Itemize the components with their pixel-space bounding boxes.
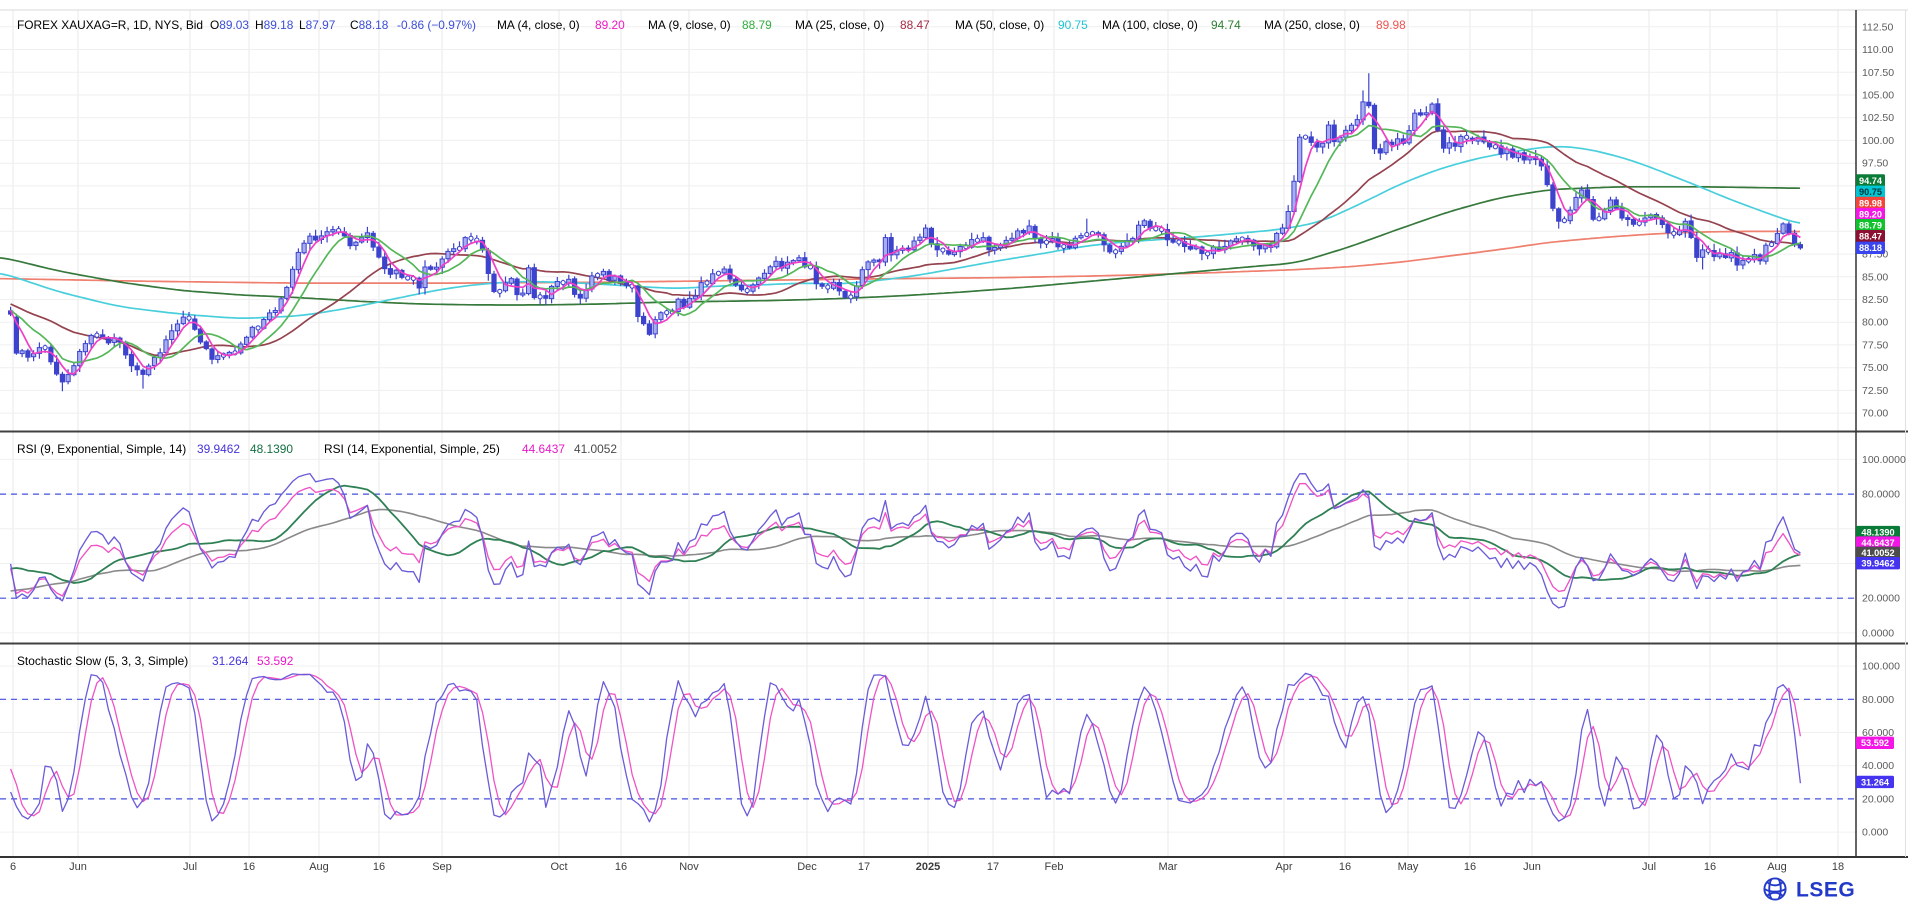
svg-text:MA (50, close, 0): MA (50, close, 0) [955, 18, 1044, 32]
svg-text:MA (100, close, 0): MA (100, close, 0) [1102, 18, 1198, 32]
svg-text:Oct: Oct [550, 861, 567, 873]
svg-text:53.592: 53.592 [1861, 738, 1889, 748]
svg-text:89.98: 89.98 [1376, 18, 1406, 32]
svg-text:90.75: 90.75 [1859, 187, 1882, 197]
svg-text:O89.03: O89.03 [210, 18, 249, 32]
svg-text:85.00: 85.00 [1862, 271, 1888, 283]
svg-text:17: 17 [987, 861, 999, 873]
svg-text:77.50: 77.50 [1862, 339, 1888, 351]
svg-text:0.000: 0.000 [1862, 827, 1888, 839]
svg-text:105.00: 105.00 [1862, 90, 1894, 102]
svg-text:53.592: 53.592 [257, 654, 294, 668]
svg-text:72.50: 72.50 [1862, 385, 1888, 397]
svg-text:18: 18 [1832, 861, 1844, 873]
svg-text:94.74: 94.74 [1859, 176, 1883, 186]
svg-text:31.264: 31.264 [1861, 777, 1890, 787]
svg-text:48.1390: 48.1390 [1861, 528, 1894, 538]
svg-text:107.50: 107.50 [1862, 67, 1894, 79]
svg-text:39.9462: 39.9462 [197, 442, 240, 456]
svg-text:94.74: 94.74 [1211, 18, 1241, 32]
svg-text:40.000: 40.000 [1862, 760, 1894, 772]
svg-text:16: 16 [1339, 861, 1351, 873]
svg-text:Stochastic Slow (5, 3, 3, Simp: Stochastic Slow (5, 3, 3, Simple) [17, 654, 188, 668]
svg-text:20.000: 20.000 [1862, 793, 1894, 805]
svg-text:60.000: 60.000 [1862, 727, 1894, 739]
svg-text:Jun: Jun [1523, 861, 1541, 873]
svg-text:Sep: Sep [432, 861, 452, 873]
svg-text:MA (9, close, 0): MA (9, close, 0) [648, 18, 731, 32]
svg-text:16: 16 [615, 861, 627, 873]
svg-text:L87.97: L87.97 [299, 18, 336, 32]
svg-text:Jul: Jul [183, 861, 197, 873]
svg-text:88.18: 88.18 [1859, 243, 1882, 253]
svg-text:75.00: 75.00 [1862, 362, 1888, 374]
svg-text:Feb: Feb [1045, 861, 1064, 873]
svg-text:Aug: Aug [309, 861, 329, 873]
svg-text:112.50: 112.50 [1862, 21, 1893, 33]
svg-text:31.264: 31.264 [212, 654, 249, 668]
svg-text:80.00: 80.00 [1862, 317, 1888, 329]
svg-text:H89.18: H89.18 [255, 18, 294, 32]
svg-text:Dec: Dec [797, 861, 817, 873]
svg-text:100.00: 100.00 [1862, 135, 1894, 147]
svg-text:16: 16 [373, 861, 385, 873]
svg-text:89.98: 89.98 [1859, 198, 1882, 208]
svg-text:89.20: 89.20 [1859, 210, 1882, 220]
svg-text:17: 17 [858, 861, 870, 873]
svg-text:MA (4, close, 0): MA (4, close, 0) [497, 18, 580, 32]
svg-text:110.00: 110.00 [1862, 44, 1893, 56]
svg-text:Jun: Jun [69, 861, 87, 873]
svg-text:RSI (14, Exponential, Simple,: RSI (14, Exponential, Simple, 25) [324, 442, 500, 456]
svg-text:88.47: 88.47 [900, 18, 930, 32]
svg-text:Apr: Apr [1275, 861, 1292, 873]
svg-text:MA (250, close, 0): MA (250, close, 0) [1264, 18, 1360, 32]
svg-text:41.0052: 41.0052 [574, 442, 617, 456]
svg-text:LSEG: LSEG [1796, 879, 1855, 902]
svg-text:89.20: 89.20 [595, 18, 625, 32]
svg-text:80.0000: 80.0000 [1862, 489, 1900, 501]
svg-text:RSI (9, Exponential, Simple, 1: RSI (9, Exponential, Simple, 14) [17, 442, 186, 456]
svg-text:70.00: 70.00 [1862, 408, 1888, 420]
svg-text:FOREX XAUXAG=R, 1D, NYS, Bid: FOREX XAUXAG=R, 1D, NYS, Bid [17, 18, 203, 32]
svg-text:97.50: 97.50 [1862, 158, 1888, 170]
svg-text:88.79: 88.79 [742, 18, 772, 32]
svg-text:Aug: Aug [1767, 861, 1787, 873]
svg-text:90.75: 90.75 [1058, 18, 1088, 32]
svg-text:41.0052: 41.0052 [1861, 548, 1894, 558]
svg-text:MA (25, close, 0): MA (25, close, 0) [795, 18, 884, 32]
svg-text:82.50: 82.50 [1862, 294, 1888, 306]
svg-text:16: 16 [1464, 861, 1476, 873]
svg-text:Nov: Nov [679, 861, 699, 873]
svg-text:16: 16 [1704, 861, 1716, 873]
svg-text:102.50: 102.50 [1862, 112, 1894, 124]
svg-text:0.0000: 0.0000 [1862, 627, 1894, 639]
svg-text:44.6437: 44.6437 [1861, 538, 1894, 548]
svg-text:Mar: Mar [1159, 861, 1178, 873]
svg-text:-0.86 (−0.97%): -0.86 (−0.97%) [397, 18, 476, 32]
svg-text:Jul: Jul [1642, 861, 1656, 873]
svg-text:May: May [1398, 861, 1419, 873]
svg-text:6: 6 [10, 861, 16, 873]
svg-text:2025: 2025 [916, 861, 940, 873]
svg-text:100.0000: 100.0000 [1862, 454, 1906, 466]
svg-text:88.79: 88.79 [1859, 221, 1882, 231]
svg-text:20.0000: 20.0000 [1862, 593, 1900, 605]
svg-text:39.9462: 39.9462 [1861, 559, 1894, 569]
svg-text:44.6437: 44.6437 [522, 442, 565, 456]
svg-text:88.47: 88.47 [1859, 232, 1882, 242]
svg-text:80.000: 80.000 [1862, 694, 1894, 706]
svg-text:100.000: 100.000 [1862, 661, 1900, 673]
svg-text:48.1390: 48.1390 [250, 442, 293, 456]
svg-text:16: 16 [243, 861, 255, 873]
svg-text:C88.18: C88.18 [350, 18, 389, 32]
